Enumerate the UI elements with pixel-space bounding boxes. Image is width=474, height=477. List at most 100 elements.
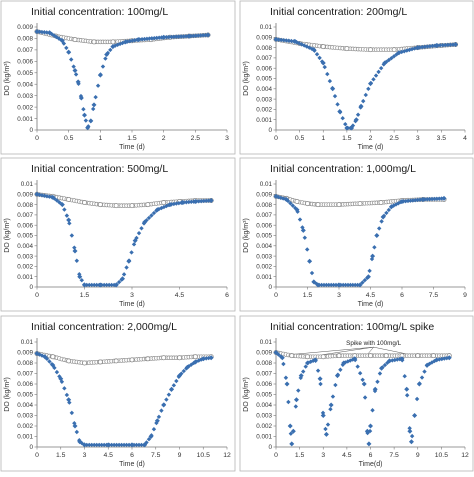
treated-point bbox=[307, 258, 313, 264]
treated-marker bbox=[341, 282, 346, 288]
y-tick-label: 0.007 bbox=[17, 47, 33, 54]
treated-point bbox=[34, 351, 40, 357]
treated-marker bbox=[384, 210, 389, 216]
treated-marker bbox=[136, 442, 142, 448]
treated-marker bbox=[62, 207, 67, 212]
control-point bbox=[320, 354, 326, 360]
treated-point bbox=[441, 195, 447, 201]
treated-marker bbox=[437, 43, 443, 48]
x-tick-label: 9 bbox=[463, 292, 467, 299]
x-tick-label: 12 bbox=[223, 452, 231, 459]
treated-point bbox=[42, 354, 48, 360]
annotation-arrow bbox=[323, 346, 374, 355]
control-point bbox=[430, 353, 436, 359]
treated-marker bbox=[99, 442, 104, 448]
treated-point bbox=[192, 359, 198, 365]
chart-title: Initial concentration: 200mg/L bbox=[270, 6, 407, 18]
treated-point bbox=[446, 355, 452, 361]
y-tick-label: 0.007 bbox=[17, 371, 33, 378]
y-tick-label: 0 bbox=[268, 444, 272, 451]
treated-marker bbox=[83, 118, 89, 123]
control-point bbox=[289, 353, 295, 359]
treated-point bbox=[129, 442, 135, 448]
treated-marker bbox=[297, 217, 303, 222]
y-tick-label: 0.006 bbox=[256, 65, 272, 72]
treated-marker bbox=[152, 35, 157, 41]
treated-point bbox=[105, 442, 111, 448]
x-tick-label: 3 bbox=[83, 452, 87, 459]
treated-marker bbox=[109, 442, 114, 448]
series-treated bbox=[34, 351, 214, 448]
treated-marker bbox=[348, 282, 353, 288]
treated-marker bbox=[305, 247, 310, 252]
y-tick-label: 0.008 bbox=[256, 360, 272, 367]
y-tick-label: 0.008 bbox=[256, 45, 272, 52]
treated-marker bbox=[384, 59, 389, 65]
treated-point bbox=[312, 357, 318, 363]
series-treated bbox=[273, 36, 459, 131]
control-point bbox=[367, 353, 373, 359]
control-point bbox=[91, 39, 97, 45]
y-axis-label: DO (kg/m³) bbox=[4, 218, 11, 253]
treated-marker bbox=[386, 57, 392, 63]
treated-marker bbox=[372, 245, 377, 250]
treated-marker bbox=[112, 43, 118, 48]
treated-point bbox=[82, 282, 87, 288]
treated-marker bbox=[393, 202, 399, 207]
control-point bbox=[320, 44, 326, 50]
treated-marker bbox=[161, 204, 167, 210]
x-tick-label: 0 bbox=[35, 135, 39, 142]
treated-marker bbox=[389, 55, 394, 61]
panel-frame bbox=[239, 315, 474, 472]
x-tick-label: 0 bbox=[35, 292, 39, 299]
x-tick-label: 3 bbox=[321, 452, 325, 459]
panel-frame bbox=[239, 0, 474, 155]
treated-point bbox=[311, 47, 317, 53]
treated-marker bbox=[109, 282, 114, 288]
y-tick-label: 0.008 bbox=[17, 36, 33, 43]
treated-marker bbox=[142, 36, 147, 42]
treated-point bbox=[273, 36, 279, 42]
x-tick-label: 2 bbox=[162, 135, 166, 142]
x-tick-label: 3.5 bbox=[437, 135, 447, 142]
treated-point bbox=[88, 118, 94, 124]
treated-point bbox=[177, 373, 182, 379]
y-tick-label: 0.004 bbox=[17, 402, 33, 409]
treated-marker bbox=[201, 198, 206, 204]
control-point bbox=[357, 201, 363, 207]
control-point bbox=[82, 200, 88, 206]
series-treated bbox=[34, 29, 211, 131]
y-tick-label: 0.004 bbox=[256, 86, 272, 93]
treated-marker bbox=[164, 397, 169, 402]
x-tick-label: 10.5 bbox=[435, 452, 448, 459]
panel-frame bbox=[0, 157, 236, 312]
treated-point bbox=[192, 199, 198, 205]
treated-point bbox=[287, 423, 293, 429]
control-point bbox=[72, 37, 78, 43]
treated-marker bbox=[309, 270, 315, 276]
treated-marker bbox=[164, 34, 169, 40]
treated-marker bbox=[42, 193, 47, 198]
treated-marker bbox=[121, 272, 127, 277]
y-axis-label: DO (kg/m³) bbox=[243, 218, 250, 253]
treated-point bbox=[47, 30, 53, 36]
treated-point bbox=[50, 362, 56, 368]
treated-point bbox=[50, 194, 56, 200]
treated-marker bbox=[74, 429, 80, 435]
y-tick-label: 0.001 bbox=[17, 434, 33, 441]
treated-marker bbox=[323, 426, 328, 432]
treated-point bbox=[169, 386, 175, 392]
treated-marker bbox=[159, 408, 164, 413]
treated-marker bbox=[281, 37, 286, 43]
treated-marker bbox=[54, 369, 60, 375]
treated-marker bbox=[129, 250, 134, 255]
x-tick-label: 12 bbox=[461, 452, 469, 459]
control-point bbox=[113, 203, 119, 209]
treated-marker bbox=[325, 422, 331, 427]
treated-marker bbox=[376, 69, 381, 75]
treated-point bbox=[186, 33, 192, 39]
treated-marker bbox=[375, 379, 380, 384]
x-tick-label: 4.5 bbox=[104, 452, 114, 459]
treated-marker bbox=[386, 207, 391, 213]
treated-marker bbox=[59, 379, 65, 384]
